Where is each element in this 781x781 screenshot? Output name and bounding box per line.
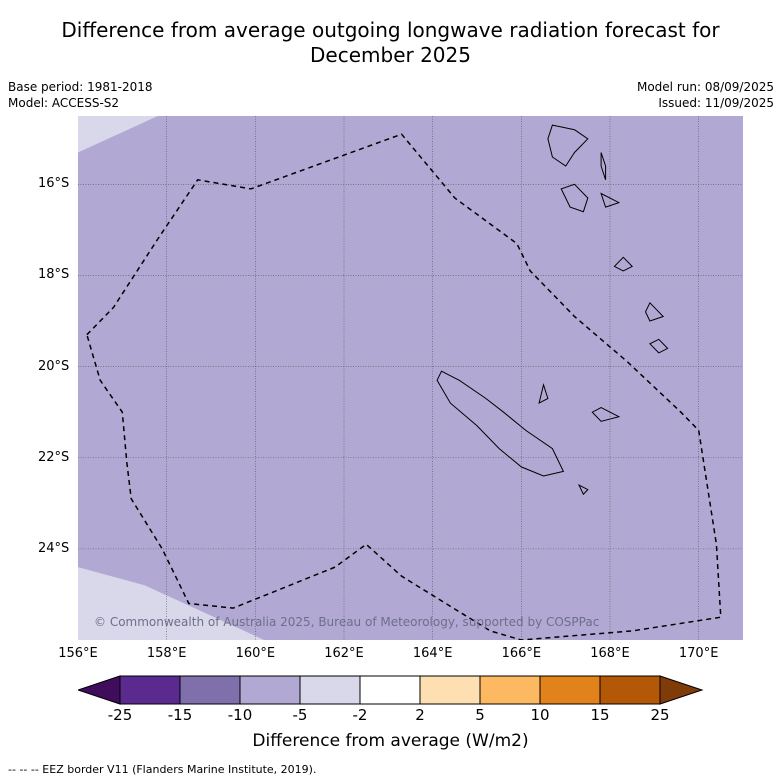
colorbar-segment [119, 675, 181, 705]
island-outline-9 [577, 483, 589, 496]
colorbar-segment [599, 675, 661, 705]
model-name: Model: ACCESS-S2 [8, 96, 120, 110]
island-outline-7 [591, 407, 621, 422]
island-outline-10 [600, 192, 621, 208]
lon-label: 160°E [235, 646, 276, 661]
colorbar-tick-label: -25 [107, 706, 133, 724]
lon-label: 170°E [678, 646, 719, 661]
colorbar-tick-label: 2 [415, 706, 425, 724]
colorbar-tick-label: 10 [530, 706, 550, 724]
model-run: Model run: 08/09/2025 [636, 80, 774, 94]
lon-label: 156°E [58, 646, 98, 661]
island-outline-6 [649, 338, 669, 354]
colorbar-tick-label: -2 [352, 706, 368, 724]
colorbar-segment [299, 675, 361, 705]
colorbar-segment [479, 675, 541, 705]
colorbar-extend-low [78, 675, 121, 705]
map-panel: © Commonwealth of Australia 2025, Bureau… [78, 116, 743, 640]
lon-label: 168°E [590, 646, 630, 661]
base-period: Base period: 1981-2018 [8, 80, 153, 94]
meta-left: Base period: 1981-2018 Model: ACCESS-S2 [8, 79, 153, 111]
eez-border-line [86, 133, 722, 640]
island-outline-2 [600, 152, 607, 180]
colorbar-extend-high [659, 675, 704, 705]
colorbar-segment [239, 675, 301, 705]
chart-title: Difference from average outgoing longwav… [61, 18, 720, 67]
lon-label: 164°E [412, 646, 453, 661]
meta-right: Model run: 08/09/2025 Issued: 11/09/2025 [637, 79, 774, 111]
colorbar-segment [539, 675, 601, 705]
lon-label: 158°E [146, 646, 187, 661]
colorbar-tick-label: 25 [650, 706, 670, 724]
colorbar-tick-label: 5 [475, 706, 485, 724]
colorbar-segment [419, 675, 481, 705]
lat-label: 22°S [38, 449, 70, 465]
lat-label: 18°S [38, 267, 70, 283]
island-outline-1 [547, 124, 589, 167]
lon-label: 162°E [324, 646, 364, 661]
colorbar-tick-label: -15 [167, 706, 193, 724]
lat-label: 20°S [38, 358, 70, 374]
island-outline-4 [613, 256, 634, 272]
lon-label: 166°E [501, 646, 542, 661]
lat-label: 24°S [38, 540, 70, 556]
colorbar-label: Difference from average (W/m2) [252, 731, 529, 751]
island-outline-0 [436, 370, 565, 477]
island-outline-3 [560, 183, 589, 213]
lat-label: 16°S [38, 176, 70, 192]
map-canvas: © Commonwealth of Australia 2025, Bureau… [78, 116, 743, 640]
copyright-text: © Commonwealth of Australia 2025, Bureau… [94, 615, 599, 629]
island-outline-5 [644, 301, 665, 322]
colorbar-segment [179, 675, 241, 705]
issued-date: Issued: 11/09/2025 [658, 96, 774, 110]
colorbar-tick-label: -5 [292, 706, 308, 724]
light-area-1 [78, 567, 265, 640]
colorbar [78, 675, 704, 705]
light-area-0 [78, 116, 158, 153]
colorbar-tick-label: 15 [590, 706, 610, 724]
footer-note: -- -- -- EEZ border V11 (Flanders Marine… [8, 763, 317, 776]
colorbar-tick-label: -10 [227, 706, 253, 724]
island-outline-8 [538, 382, 549, 405]
colorbar-segment [359, 675, 421, 705]
